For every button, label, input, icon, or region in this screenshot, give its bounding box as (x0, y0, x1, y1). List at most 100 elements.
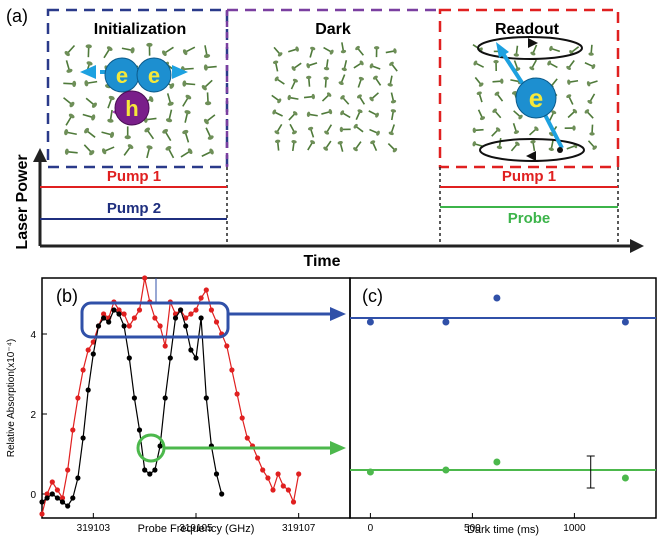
nuclear-spin-stem (204, 79, 213, 88)
nuclear-spin-head (375, 112, 379, 118)
nuclear-spin-head (390, 109, 397, 113)
nuclear-spin-head (66, 68, 73, 73)
nuclear-spin-stem (87, 80, 98, 84)
nuclear-spin-stem (185, 82, 196, 86)
nuclear-spin (491, 127, 501, 137)
panel-b-data-point (198, 295, 204, 301)
nuclear-spin-stem (551, 47, 561, 53)
green-connector-arrow (164, 441, 346, 455)
nuclear-spin-head (567, 79, 571, 85)
nuclear-spin-head (358, 76, 364, 81)
nuclear-spin-head (591, 63, 596, 70)
nuclear-spin (103, 46, 113, 59)
nuclear-spin (165, 109, 173, 123)
nuclear-spin-head (548, 147, 554, 151)
nuclear-spin-head (307, 126, 314, 131)
panel-b-data-point (229, 367, 235, 373)
nuclear-spin (529, 126, 539, 136)
nuclear-spin-stem (498, 138, 502, 147)
nuclear-spin-head (338, 81, 344, 86)
nuclear-spin-stem (567, 111, 575, 119)
nuclear-spin (373, 46, 380, 58)
nuclear-spin-stem (288, 113, 296, 121)
nuclear-spin-stem (515, 45, 519, 55)
panel-b-data-point (95, 323, 102, 329)
nuclear-spin-stem (496, 93, 504, 102)
nuclear-spin-stem (375, 77, 382, 86)
nuclear-spin-stem (146, 117, 157, 121)
nuclear-spin (121, 47, 135, 54)
nuclear-spin-head (388, 131, 394, 136)
nuclear-spin-stem (273, 46, 281, 55)
panel-b-x-axis-label: Probe Frequency (GHz) (138, 523, 255, 535)
nuclear-spin-stem (166, 93, 172, 104)
nuclear-spin (588, 44, 594, 56)
nuclear-spin (587, 93, 596, 104)
nuclear-spin-head (72, 80, 77, 88)
nuclear-spin (182, 129, 190, 143)
panel-b-data-point (90, 351, 96, 357)
nuclear-spin-stem (67, 44, 76, 54)
nuclear-spin-stem (65, 60, 70, 71)
nuclear-spin-stem (590, 44, 593, 54)
nuclear-spin (274, 123, 283, 135)
nuclear-spin-stem (293, 62, 302, 69)
panel-b-data-point (39, 511, 45, 517)
nuclear-spin-head (566, 94, 572, 99)
panel-b-data-point (54, 487, 61, 493)
nuclear-spin-stem (204, 45, 208, 56)
nuclear-spin-head (306, 63, 310, 69)
nuclear-spin (492, 78, 504, 84)
nuclear-spin (369, 92, 379, 102)
nuclear-spin (388, 124, 396, 136)
panel-c-x-axis-label: Dark time (ms) (467, 524, 539, 536)
nuclear-spin-stem (307, 142, 313, 151)
nuclear-spin (474, 76, 484, 87)
nuclear-spin-head (291, 66, 296, 71)
nuclear-spin (369, 63, 381, 70)
nuclear-spin-head (91, 102, 97, 108)
nuclear-spin-stem (67, 151, 78, 154)
nuclear-spin (63, 80, 77, 88)
nuclear-spin (564, 125, 576, 131)
nuclear-spin-head (144, 127, 151, 133)
nuclear-spin-head (500, 78, 504, 84)
panel-b-data-point (255, 455, 261, 461)
nuclear-spin-head (359, 60, 364, 66)
panel-b-data-point (65, 503, 71, 509)
nuclear-spin-head (493, 60, 499, 64)
nuclear-spin-stem (491, 129, 499, 137)
nuclear-spin-stem (63, 82, 74, 85)
nuclear-spin (584, 62, 596, 70)
panel-b-data-point (203, 395, 209, 401)
nuclear-spin (496, 138, 503, 150)
nuclear-spin-stem (355, 126, 364, 133)
nuclear-spin-stem (390, 111, 395, 121)
nuclear-spin-stem (371, 92, 379, 100)
nuclear-spin-stem (321, 94, 330, 102)
panel-c-axes: 0 500 1000 (368, 513, 586, 534)
nuclear-spin-stem (276, 142, 280, 151)
nuclear-spin-stem (550, 139, 554, 149)
panel-b-data-point (152, 315, 158, 321)
nuclear-spin-head (69, 101, 75, 108)
nuclear-spin-stem (147, 130, 155, 140)
nuclear-spin-stem (321, 111, 330, 115)
nuclear-spin (473, 60, 485, 68)
nuclear-spin-stem (326, 124, 333, 133)
nuclear-spin-stem (121, 47, 132, 51)
nuclear-spin-stem (372, 65, 381, 70)
nuclear-spin-head (473, 60, 478, 66)
nuclear-spin (566, 60, 575, 71)
nuclear-spin-stem (569, 79, 579, 83)
nuclear-spin-head (476, 91, 482, 96)
panel-b-data-point (239, 415, 245, 421)
nuclear-spin-stem (531, 59, 538, 68)
nuclear-spin (390, 92, 397, 104)
nuclear-spin-head (64, 148, 69, 155)
hole-label: h (125, 96, 138, 121)
nuclear-spin-head (182, 80, 187, 87)
nuclear-spin (547, 60, 558, 69)
nuclear-spin-head (337, 140, 343, 145)
panel-b-data-point (116, 307, 122, 313)
